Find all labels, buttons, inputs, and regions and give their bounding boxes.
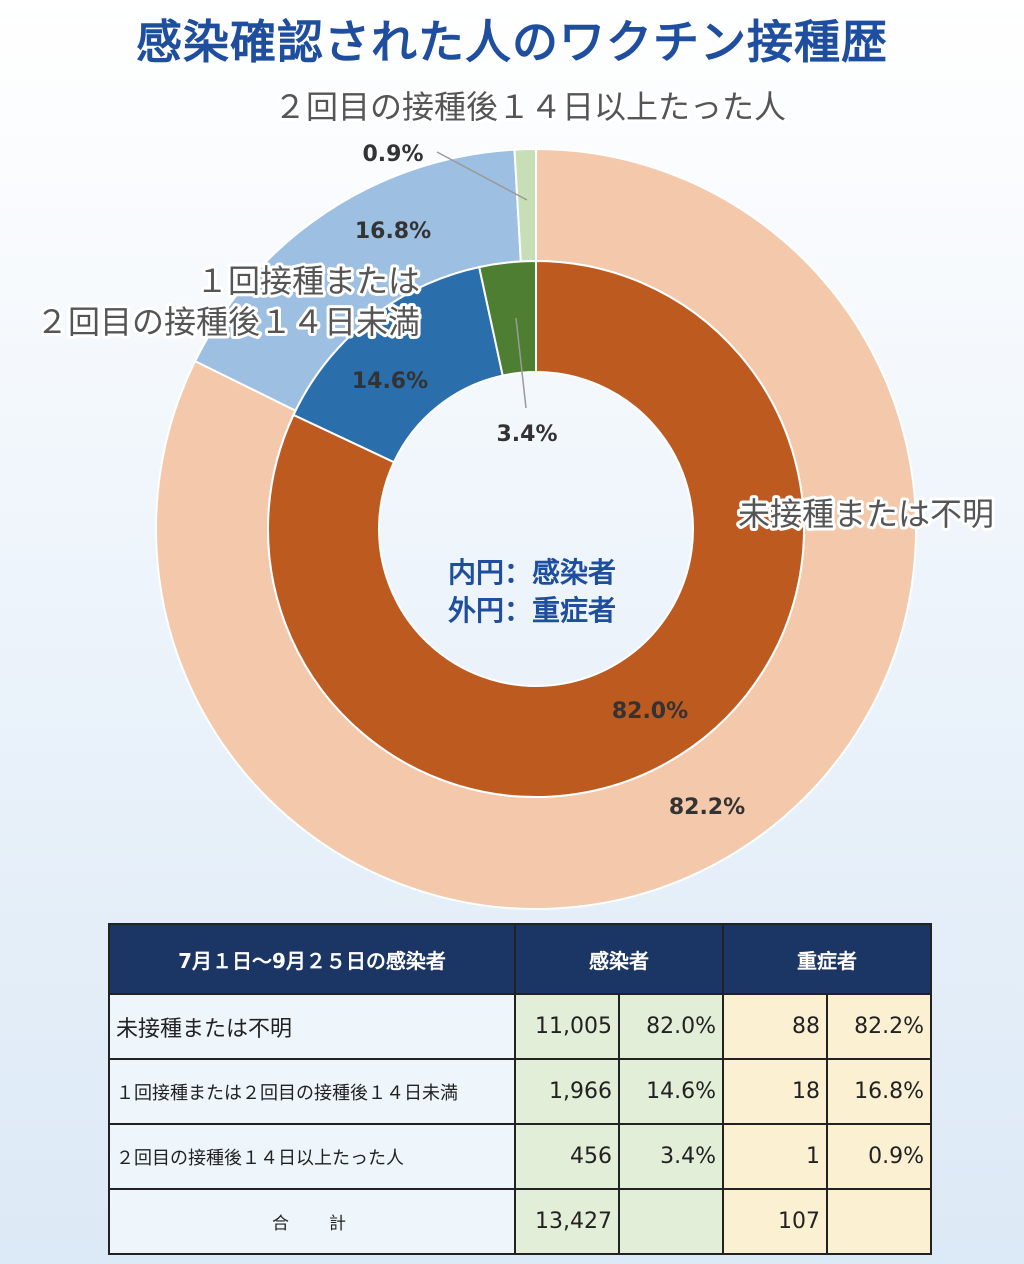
outer-full-pct-label: 0.9%: [362, 142, 423, 167]
row-infected-pct: 3.4%: [618, 1123, 724, 1190]
row-infected-pct: 14.6%: [618, 1058, 724, 1125]
row-category: ２回目の接種後１４日以上たった人: [108, 1123, 516, 1190]
outer-unvaccinated-pct-label: 82.2%: [669, 795, 745, 820]
leader-line-outer-full: [436, 151, 528, 201]
total-label: 合計: [108, 1188, 516, 1255]
row-severe-pct: 16.8%: [826, 1058, 932, 1125]
table-row: 未接種または不明 11,005 82.0% 88 82.2%: [108, 993, 932, 1060]
row-severe-count: 18: [722, 1058, 828, 1125]
row-category: 未接種または不明: [108, 993, 516, 1060]
inner-slice-partial: [292, 265, 504, 464]
total-severe-count: 107: [722, 1188, 828, 1255]
row-category: １回接種または２回目の接種後１４日未満: [108, 1058, 516, 1125]
row-severe-pct: 0.9%: [826, 1123, 932, 1190]
row-infected-count: 456: [514, 1123, 620, 1190]
table-header-row: 7月１日～9月２５日の感染者 感染者 重症者: [108, 923, 932, 995]
inner-full-pct-label: 3.4%: [496, 422, 557, 447]
row-severe-count: 1: [722, 1123, 828, 1190]
row-infected-count: 1,966: [514, 1058, 620, 1125]
inner-ring-infected: [267, 259, 805, 798]
center-label-outer: 外円：重症者: [448, 594, 616, 627]
center-label-inner: 内円：感染者: [448, 556, 616, 589]
header-period: 7月１日～9月２５日の感染者: [108, 923, 516, 995]
header-severe: 重症者: [722, 923, 932, 995]
table-total-row: 合計 13,427 107: [108, 1188, 932, 1255]
table-row: １回接種または２回目の接種後１４日未満 1,966 14.6% 18 16.8%: [108, 1058, 932, 1125]
total-infected-count: 13,427: [514, 1188, 620, 1255]
page-title: 感染確認された人のワクチン接種歴: [136, 15, 888, 69]
summary-table: 7月１日～9月２５日の感染者 感染者 重症者 未接種または不明 11,005 8…: [108, 923, 932, 1255]
leader-line-inner-full: [515, 317, 527, 409]
row-severe-pct: 82.2%: [826, 993, 932, 1060]
header-infected: 感染者: [514, 923, 724, 995]
row-infected-pct: 82.0%: [618, 993, 724, 1060]
total-severe-pct: [826, 1188, 932, 1255]
category-label-partial-line2: ２回目の接種後１４日未満: [36, 303, 420, 341]
inner-partial-pct-label: 14.6%: [352, 369, 428, 394]
row-severe-count: 88: [722, 993, 828, 1060]
total-infected-pct: [618, 1188, 724, 1255]
inner-slice-unvaccinated: [267, 259, 805, 798]
inner-slice-full: [477, 259, 537, 377]
donut-chart: 0.9% 16.8% 82.2% 14.6% 3.4% 82.0% ２回目の接種…: [33, 85, 997, 910]
category-label-full: ２回目の接種後１４日以上たった人: [274, 88, 786, 126]
row-infected-count: 11,005: [514, 993, 620, 1060]
category-label-partial-line1: １回接種または: [196, 262, 420, 300]
outer-partial-pct-label: 16.8%: [355, 219, 431, 244]
table-row: ２回目の接種後１４日以上たった人 456 3.4% 1 0.9%: [108, 1123, 932, 1190]
inner-unvaccinated-pct-label: 82.0%: [612, 699, 688, 724]
category-label-unvaccinated: 未接種または不明: [738, 495, 994, 533]
